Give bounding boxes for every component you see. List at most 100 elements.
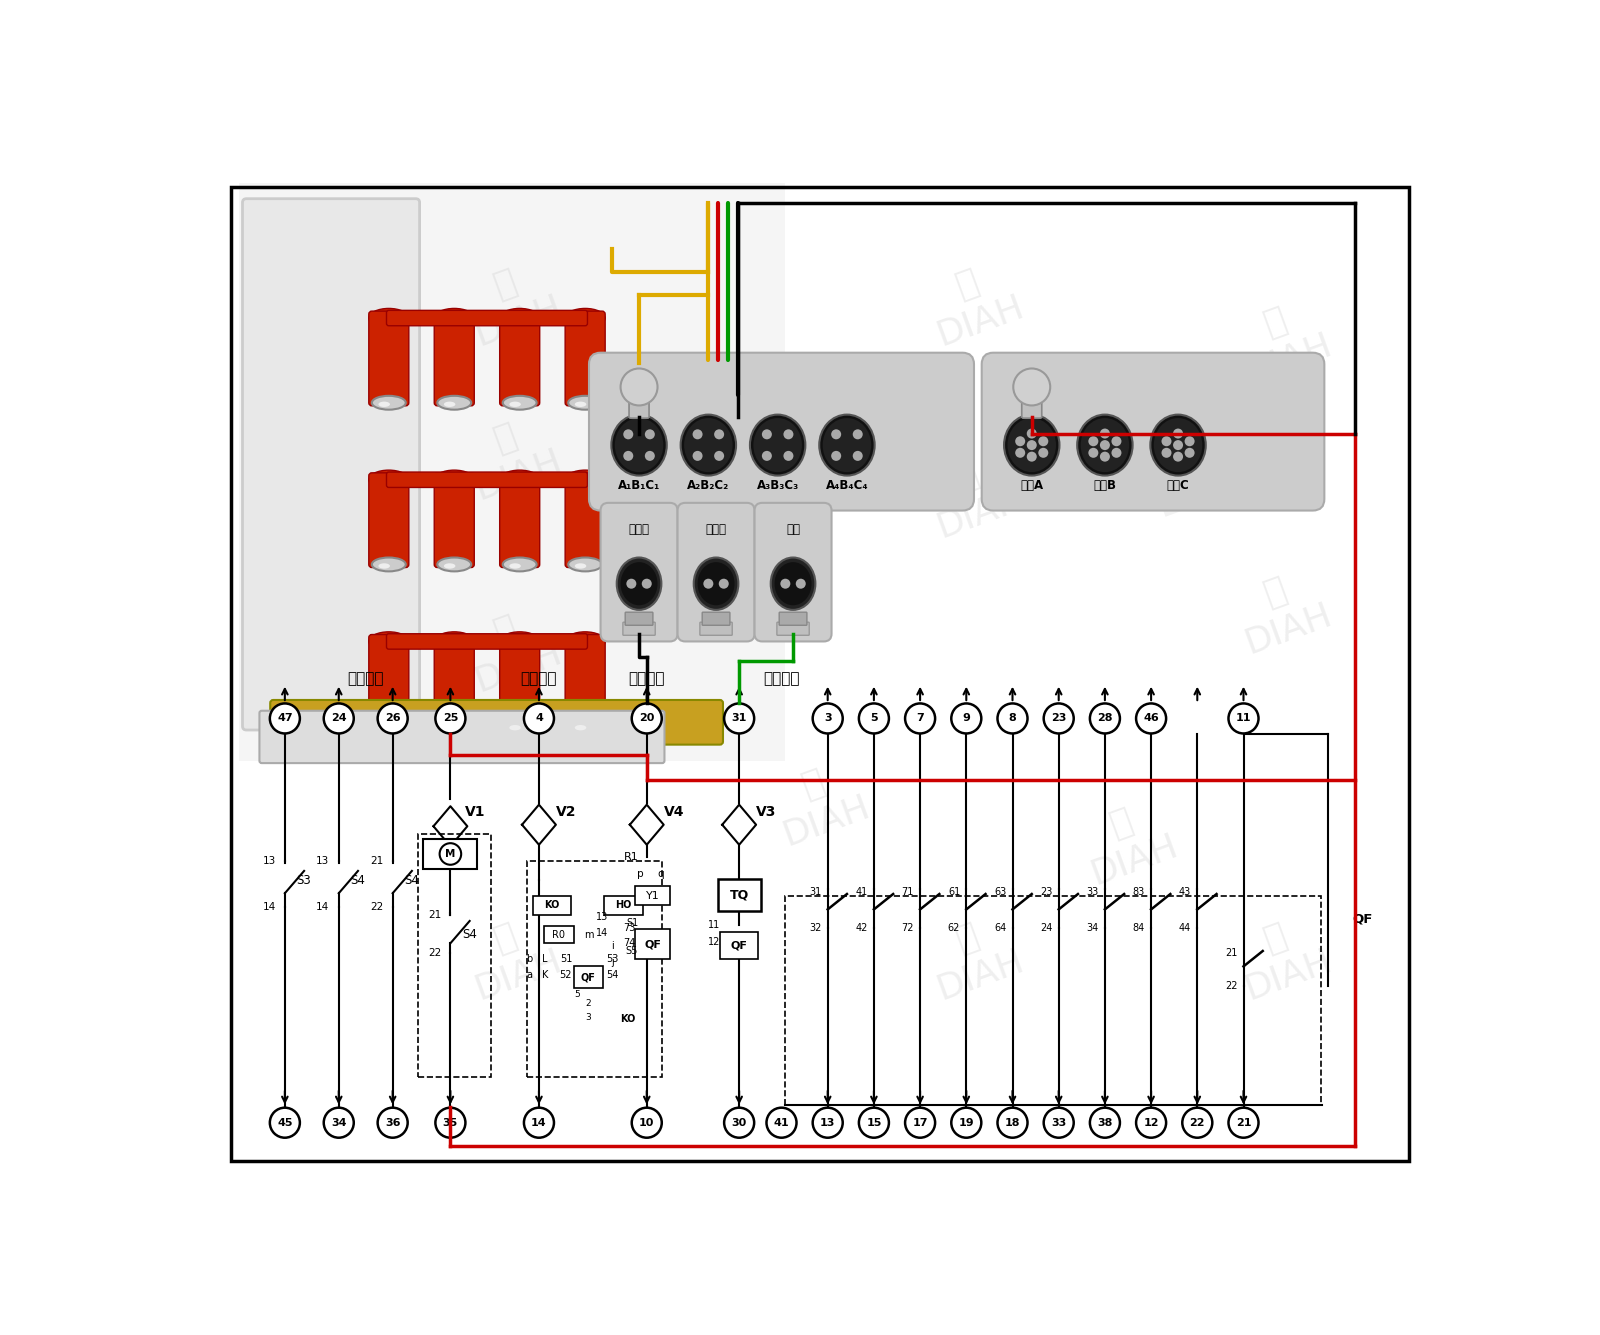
Ellipse shape bbox=[616, 558, 661, 610]
Text: 84: 84 bbox=[1133, 922, 1146, 933]
Circle shape bbox=[1173, 451, 1182, 462]
FancyBboxPatch shape bbox=[434, 634, 474, 729]
Ellipse shape bbox=[509, 402, 522, 407]
Circle shape bbox=[523, 704, 554, 733]
Ellipse shape bbox=[1154, 418, 1202, 473]
Circle shape bbox=[784, 430, 794, 439]
Bar bbox=[424, 840, 477, 869]
FancyBboxPatch shape bbox=[565, 634, 605, 729]
Circle shape bbox=[645, 451, 654, 461]
Text: i: i bbox=[611, 941, 613, 952]
Text: 合闸回路: 合闸回路 bbox=[520, 672, 557, 686]
Text: 18: 18 bbox=[1005, 1117, 1021, 1128]
Ellipse shape bbox=[434, 631, 474, 651]
Text: 19: 19 bbox=[958, 1117, 974, 1128]
Ellipse shape bbox=[574, 402, 586, 407]
Circle shape bbox=[1027, 429, 1037, 439]
Text: V2: V2 bbox=[555, 805, 576, 820]
Ellipse shape bbox=[371, 720, 406, 733]
Ellipse shape bbox=[437, 395, 470, 410]
Ellipse shape bbox=[771, 558, 816, 610]
Bar bbox=[786, 896, 1320, 1105]
Text: 15: 15 bbox=[866, 1117, 882, 1128]
Circle shape bbox=[378, 704, 408, 733]
Text: 12: 12 bbox=[709, 937, 720, 947]
Ellipse shape bbox=[1005, 415, 1059, 475]
FancyBboxPatch shape bbox=[387, 634, 587, 649]
Circle shape bbox=[784, 451, 794, 461]
Text: 华
DIAH: 华 DIAH bbox=[765, 753, 875, 853]
Circle shape bbox=[323, 704, 354, 733]
Ellipse shape bbox=[754, 418, 802, 473]
Circle shape bbox=[859, 1108, 890, 1137]
Ellipse shape bbox=[565, 308, 605, 327]
Circle shape bbox=[440, 844, 461, 865]
Circle shape bbox=[853, 451, 862, 461]
Text: 31: 31 bbox=[810, 886, 821, 897]
Circle shape bbox=[1229, 704, 1259, 733]
Text: 61: 61 bbox=[947, 886, 960, 897]
Text: 41: 41 bbox=[856, 886, 867, 897]
FancyBboxPatch shape bbox=[629, 391, 650, 418]
FancyBboxPatch shape bbox=[677, 503, 755, 641]
Circle shape bbox=[1162, 437, 1171, 446]
FancyBboxPatch shape bbox=[499, 634, 539, 729]
Ellipse shape bbox=[499, 631, 539, 651]
Text: A₄B₄C₄: A₄B₄C₄ bbox=[826, 479, 869, 491]
Text: 12: 12 bbox=[1144, 1117, 1158, 1128]
Circle shape bbox=[624, 430, 634, 439]
Ellipse shape bbox=[614, 418, 664, 473]
Circle shape bbox=[1162, 447, 1171, 458]
Circle shape bbox=[813, 1108, 843, 1137]
Text: S4: S4 bbox=[405, 873, 419, 886]
Text: 5: 5 bbox=[870, 713, 878, 724]
Text: 22: 22 bbox=[1189, 1117, 1205, 1128]
Circle shape bbox=[1136, 704, 1166, 733]
Text: 38: 38 bbox=[1098, 1117, 1112, 1128]
Circle shape bbox=[1173, 441, 1182, 450]
FancyBboxPatch shape bbox=[434, 311, 474, 406]
Circle shape bbox=[853, 430, 862, 439]
Text: A₃B₃C₃: A₃B₃C₃ bbox=[757, 479, 798, 491]
Ellipse shape bbox=[502, 558, 536, 571]
Text: V4: V4 bbox=[664, 805, 683, 820]
Text: 9: 9 bbox=[962, 713, 970, 724]
FancyBboxPatch shape bbox=[565, 311, 605, 406]
Circle shape bbox=[1112, 447, 1122, 458]
Text: b: b bbox=[526, 955, 533, 964]
Circle shape bbox=[813, 704, 843, 733]
Circle shape bbox=[1136, 1108, 1166, 1137]
Text: HO: HO bbox=[616, 900, 632, 909]
Text: 71: 71 bbox=[901, 886, 914, 897]
Circle shape bbox=[830, 430, 842, 439]
Text: 2: 2 bbox=[586, 999, 590, 1008]
Circle shape bbox=[1014, 447, 1026, 458]
Text: 14: 14 bbox=[262, 902, 275, 912]
Circle shape bbox=[1173, 429, 1182, 439]
Circle shape bbox=[435, 704, 466, 733]
Text: q: q bbox=[658, 869, 664, 878]
Text: 32: 32 bbox=[810, 922, 821, 933]
FancyBboxPatch shape bbox=[565, 473, 605, 567]
Text: 华
DIAH: 华 DIAH bbox=[1074, 792, 1182, 892]
Bar bbox=[573, 967, 603, 988]
Text: a: a bbox=[526, 969, 533, 980]
Text: 73: 73 bbox=[624, 922, 635, 933]
Circle shape bbox=[725, 1108, 754, 1137]
Text: 23: 23 bbox=[1040, 886, 1053, 897]
Text: 63: 63 bbox=[994, 886, 1006, 897]
Text: 33: 33 bbox=[1051, 1117, 1066, 1128]
FancyBboxPatch shape bbox=[499, 473, 539, 567]
Text: 华
DIAH: 华 DIAH bbox=[1227, 908, 1338, 1007]
Text: 传感C: 传感C bbox=[1166, 479, 1189, 491]
Ellipse shape bbox=[750, 415, 805, 475]
Text: 44: 44 bbox=[1179, 922, 1190, 933]
Text: V1: V1 bbox=[464, 805, 485, 820]
Text: S5: S5 bbox=[626, 947, 637, 956]
Circle shape bbox=[1014, 437, 1026, 446]
Text: QF: QF bbox=[731, 941, 747, 951]
Ellipse shape bbox=[368, 470, 410, 490]
Text: 3: 3 bbox=[586, 1013, 590, 1021]
Circle shape bbox=[621, 368, 658, 406]
Text: 25: 25 bbox=[443, 713, 458, 724]
